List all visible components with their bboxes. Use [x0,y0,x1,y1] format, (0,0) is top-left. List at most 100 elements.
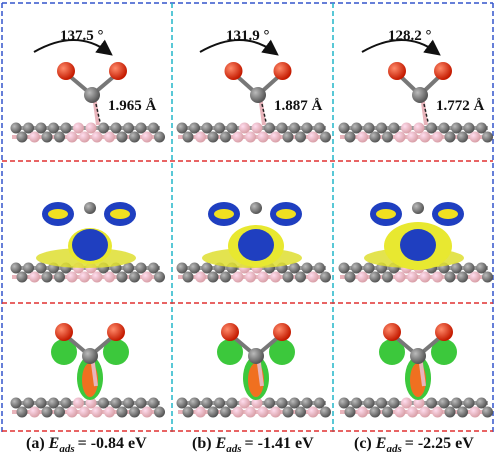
panel: 131.9 °1.887 Å [177,28,332,418]
atom [111,123,122,134]
carbon-atom [250,202,262,214]
carbon-atom [84,87,100,103]
carbon-atom [82,348,98,364]
atom [270,272,281,283]
atom [202,123,213,134]
atom [86,123,97,134]
atom [464,123,475,134]
panel: 128.2 °1.772 Å [339,28,494,418]
atom [136,398,147,409]
atom [376,398,387,409]
atom [457,132,468,143]
oxygen-atom [274,62,292,80]
atom [29,272,40,283]
atom [283,407,294,418]
atom [401,123,412,134]
atom [183,132,194,143]
atom [277,398,288,409]
atom [364,123,375,134]
density-lobe [438,209,458,219]
oxygen-atom [435,323,453,341]
atom [245,407,256,418]
caption-symbol: E [48,435,60,452]
atom [23,398,34,409]
atom [104,407,115,418]
atom [73,123,84,134]
atom [370,407,381,418]
atom [439,123,450,134]
atom [407,272,418,283]
atom [295,132,306,143]
atom [123,123,134,134]
atom [142,272,153,283]
atom [308,407,319,418]
atom [123,398,134,409]
atom [233,272,244,283]
atom [148,263,159,274]
atom [339,398,350,409]
atom [183,272,194,283]
atom [98,398,109,409]
atom [345,132,356,143]
atom [183,407,194,418]
density-lobe [214,209,234,219]
atom [445,132,456,143]
density-lobe [72,229,108,261]
atom [177,398,188,409]
atom [476,263,487,274]
atom [129,132,140,143]
angle-label: 131.9 ° [226,28,270,44]
atom [476,123,487,134]
atom [339,263,350,274]
carbon-atom [410,348,426,364]
atom [117,272,128,283]
atom [36,123,47,134]
atom [389,398,400,409]
atom [23,263,34,274]
atom [407,407,418,418]
atom [61,123,72,134]
oxygen-atom [388,62,406,80]
atom [117,407,128,418]
atom [289,123,300,134]
atom [104,132,115,143]
atom [79,272,90,283]
atom [258,272,269,283]
atom [320,272,331,283]
atom [79,132,90,143]
atom [470,132,481,143]
atom [67,407,78,418]
atom [264,398,275,409]
atom [61,398,72,409]
oxygen-atom [221,323,239,341]
oxygen-atom [57,62,75,80]
atom [295,407,306,418]
atom [148,398,159,409]
atom [233,407,244,418]
atom [476,398,487,409]
carbon-atom [84,202,96,214]
atom [54,132,65,143]
atom [48,398,59,409]
atom [464,263,475,274]
carbon-atom [412,202,424,214]
atom [357,272,368,283]
atom [208,272,219,283]
atom [420,407,431,418]
atom [451,123,462,134]
atom [42,407,53,418]
caption-label: (a) [26,435,45,452]
distance-label: 1.965 Å [108,98,157,114]
atom [482,407,493,418]
atom [314,398,325,409]
atom [154,272,165,283]
atom [245,272,256,283]
atom [67,132,78,143]
atom [351,123,362,134]
atom [73,398,84,409]
atom [214,123,225,134]
caption-label: (c) [354,435,372,452]
atom [407,132,418,143]
atom [202,398,213,409]
atom [245,132,256,143]
